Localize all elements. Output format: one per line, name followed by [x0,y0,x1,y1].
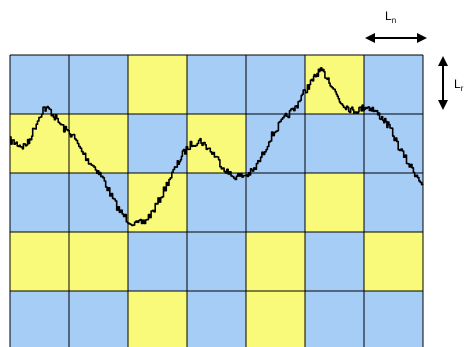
grid-cell [128,55,187,114]
grid-cell [305,291,364,347]
grid-cell [128,291,187,347]
grid-cell [305,55,364,114]
grid-cell [69,55,128,114]
vertical-length-arrow [438,56,448,110]
grid-cell [305,173,364,232]
grid-cell [187,55,246,114]
grid-cell [187,173,246,232]
grid-cell [10,55,69,114]
grid-cell [364,173,423,232]
grid-cell [364,55,423,114]
horizontal-length-arrow [365,33,427,43]
grid-cells [10,55,423,347]
grid-cell [246,291,305,347]
grid-cell [187,291,246,347]
vertical-length-label: Lr [454,77,464,93]
grid-cell [364,232,423,291]
grid-cell [246,55,305,114]
grid-cell [128,232,187,291]
grid-cell [305,232,364,291]
surface-profile-line [10,67,424,227]
grid-cell [10,173,69,232]
grid-cell [364,291,423,347]
grid-lines [9,54,424,347]
grid-cell [10,232,69,291]
grid-cell [69,173,128,232]
grid-cell [246,114,305,173]
grid-cell [246,232,305,291]
grid-cell [246,173,305,232]
grid-cell [187,114,246,173]
grid-cell [305,114,364,173]
grid-cell [69,291,128,347]
grid-cell [69,232,128,291]
grid-cell [364,114,423,173]
grid-cell [10,291,69,347]
grid-cell [187,232,246,291]
horizontal-length-label: Ln [385,9,396,25]
